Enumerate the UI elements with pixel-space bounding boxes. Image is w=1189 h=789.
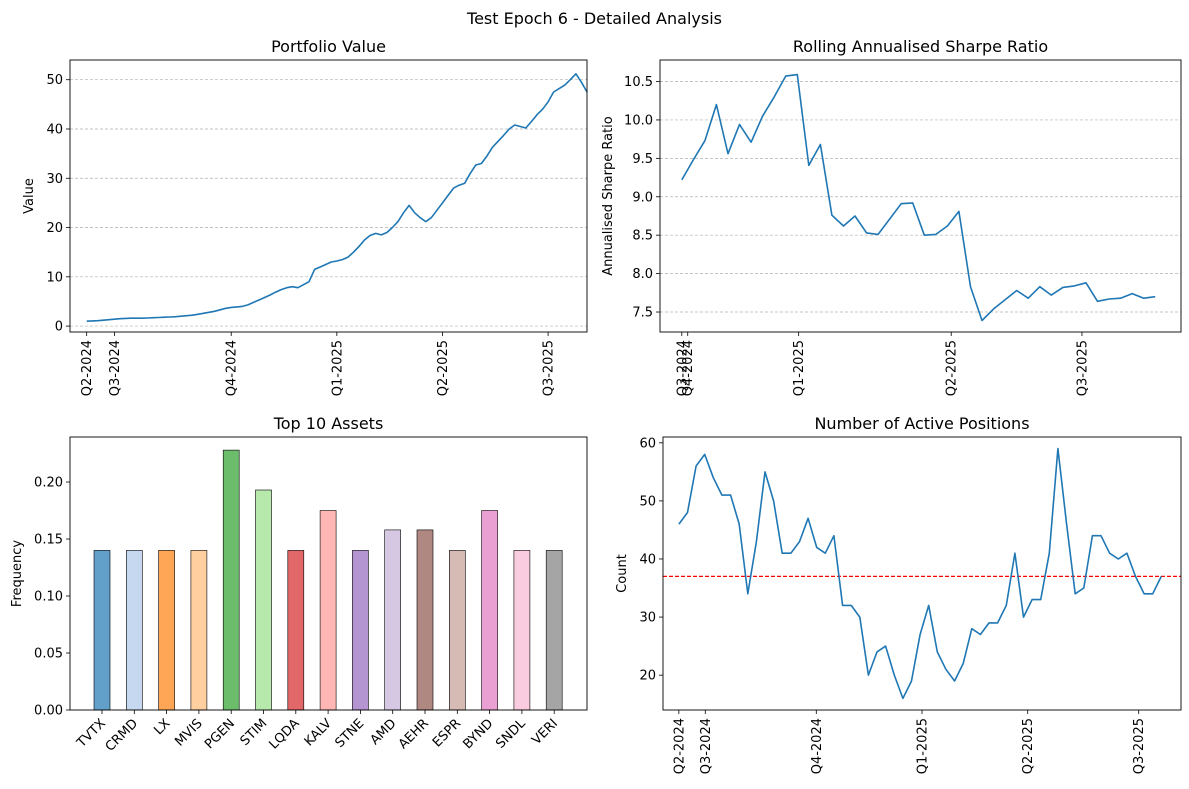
assets-xtick-label: ESPR xyxy=(430,716,464,750)
chart-assets: Top 10 Assets 0.00 0.05 0.10 0.15 0.20 Frequen… xyxy=(10,414,588,755)
portfolio-xtick-label: Q3-2024 xyxy=(108,340,123,396)
bar-kalv xyxy=(319,510,337,711)
positions-xtick-label: Q2-2024 xyxy=(672,718,687,774)
positions-ytick-label: 30 xyxy=(639,611,656,626)
positions-ytick-label: 40 xyxy=(639,552,656,567)
sharpe-xtick-label: Q3-2024 xyxy=(675,340,690,396)
assets-ytick-label: 0.15 xyxy=(34,533,63,548)
sharpe-ylabel: Annualised Sharpe Ratio xyxy=(601,116,616,276)
assets-title: Top 10 Assets xyxy=(273,414,384,433)
bar-crmd xyxy=(126,550,143,711)
assets-axes-frame xyxy=(69,436,588,711)
bar-amd xyxy=(384,529,402,711)
bar-veri xyxy=(545,550,563,711)
sharpe-ytick-label: 10.0 xyxy=(624,113,653,128)
portfolio-title: Portfolio Value xyxy=(271,37,386,56)
sharpe-ytick-label: 8.0 xyxy=(632,267,653,282)
bar-aehr xyxy=(416,529,434,711)
assets-xtick-label: SNDL xyxy=(493,716,529,752)
positions-ytick-label: 20 xyxy=(639,669,656,684)
positions-xtick-label: Q3-2024 xyxy=(699,718,714,774)
assets-xtick-label: PGEN xyxy=(202,716,238,752)
positions-ylabel: Count xyxy=(615,554,630,593)
sharpe-xtick-label: Q3-2025 xyxy=(1075,340,1090,396)
bar-bynd xyxy=(481,510,498,711)
sharpe-series-line xyxy=(681,73,1156,322)
bar-lqda xyxy=(287,550,305,711)
assets-xtick-label: STNE xyxy=(332,716,367,751)
portfolio-ylabel: Value xyxy=(22,178,37,214)
sharpe-ytick-label: 9.5 xyxy=(632,152,653,167)
bar-mvis xyxy=(190,550,208,711)
assets-ylabel: Frequency xyxy=(10,540,25,607)
assets-xtick-label: AMD xyxy=(368,716,400,748)
portfolio-xtick-label: Q3-2025 xyxy=(542,340,557,396)
portfolio-xtick-label: Q2-2025 xyxy=(436,340,451,396)
assets-xtick-label: CRMD xyxy=(103,716,141,754)
positions-title: Number of Active Positions xyxy=(814,414,1029,433)
portfolio-xtick-label: Q4-2024 xyxy=(225,340,240,396)
portfolio-series-line xyxy=(86,73,588,322)
portfolio-ytick-label: 50 xyxy=(46,73,63,88)
portfolio-ytick-label: 0 xyxy=(55,320,63,335)
chart-sharpe: Rolling Annualised Sharpe Ratio 7.5 8.0 8.5… xyxy=(601,37,1182,396)
bar-pgen xyxy=(222,449,240,711)
bar-lx xyxy=(158,550,175,711)
assets-ytick-label: 0.10 xyxy=(34,590,63,605)
sharpe-xtick-label: Q1-2025 xyxy=(792,340,807,396)
portfolio-axes-frame xyxy=(69,59,588,333)
chart-positions: Number of Active Positions 20 30 40 50 60 Coun… xyxy=(615,414,1182,774)
sharpe-ytick-label: 7.5 xyxy=(632,306,653,321)
positions-xtick-label: Q4-2024 xyxy=(810,718,825,774)
assets-xtick-label: STIM xyxy=(238,716,271,749)
portfolio-ytick-label: 20 xyxy=(46,221,63,236)
assets-xtick-label: LQDA xyxy=(266,716,302,752)
positions-xtick-label: Q2-2025 xyxy=(1021,718,1036,774)
assets-ytick-label: 0.05 xyxy=(34,647,63,662)
assets-xtick-label: LX xyxy=(151,716,173,738)
assets-ytick-label: 0.20 xyxy=(34,476,63,491)
assets-xtick-label: VERI xyxy=(529,716,561,748)
chart-portfolio: Portfolio Value 0 10 20 30 40 50 Value Q2-2024 Q3… xyxy=(22,37,588,396)
portfolio-xtick-label: Q1-2025 xyxy=(330,340,345,396)
positions-xtick-label: Q3-2025 xyxy=(1132,718,1147,774)
bar-espr xyxy=(448,550,466,711)
figure-title: Test Epoch 6 - Detailed Analysis xyxy=(466,9,722,28)
sharpe-axes-frame xyxy=(659,59,1182,333)
positions-ytick-label: 50 xyxy=(639,494,656,509)
portfolio-ytick-label: 40 xyxy=(46,122,63,137)
sharpe-ytick-label: 10.5 xyxy=(624,75,653,90)
bar-stim xyxy=(255,489,272,711)
sharpe-title: Rolling Annualised Sharpe Ratio xyxy=(793,37,1048,56)
sharpe-ytick-label: 8.5 xyxy=(632,229,653,244)
bar-sndl xyxy=(513,550,531,711)
sharpe-xtick-label: Q2-2025 xyxy=(945,340,960,396)
portfolio-ytick-label: 30 xyxy=(46,172,63,187)
sharpe-xtick-label: Q4-2024 xyxy=(681,340,696,396)
bar-stne xyxy=(352,550,369,711)
portfolio-ytick-label: 10 xyxy=(46,270,63,285)
assets-xtick-label: KALV xyxy=(302,716,335,749)
positions-ytick-label: 60 xyxy=(639,436,656,451)
assets-xtick-label: AEHR xyxy=(396,716,432,752)
positions-axes-frame xyxy=(662,436,1182,711)
assets-xtick-label: BYND xyxy=(460,716,496,752)
positions-series-line xyxy=(678,447,1163,700)
portfolio-xtick-label: Q2-2024 xyxy=(80,340,95,396)
sharpe-ytick-label: 9.0 xyxy=(632,190,653,205)
positions-xtick-label: Q1-2025 xyxy=(916,718,931,774)
assets-ytick-label: 0.00 xyxy=(34,704,63,719)
bar-tvtx xyxy=(93,550,111,711)
assets-xtick-label: MVIS xyxy=(172,716,205,749)
